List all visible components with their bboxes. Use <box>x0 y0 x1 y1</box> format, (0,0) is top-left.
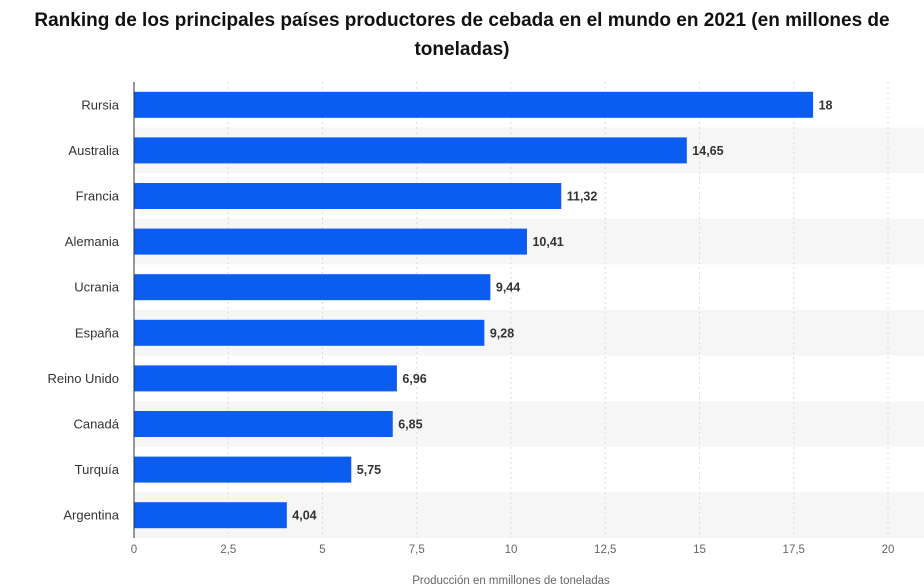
x-tick-label: 10 <box>505 544 518 556</box>
value-label: 5,75 <box>357 463 381 477</box>
bar <box>134 502 287 529</box>
category-label: Reino Unido <box>47 371 119 386</box>
chart-title: Ranking de los principales países produc… <box>34 10 890 60</box>
bar <box>134 411 393 437</box>
category-label: Australia <box>68 143 119 158</box>
category-label: Francia <box>76 189 120 204</box>
value-label: 14,65 <box>692 144 723 158</box>
category-label: Argentina <box>63 508 119 523</box>
x-tick-label: 7,5 <box>409 544 425 556</box>
x-tick-label: 12,5 <box>594 544 616 556</box>
category-label: Alemania <box>65 234 120 249</box>
bar <box>134 319 485 346</box>
value-label: 6,96 <box>402 372 426 386</box>
x-tick-label: 17,5 <box>783 544 805 556</box>
x-tick-label: 5 <box>319 544 325 556</box>
value-label: 11,32 <box>567 190 598 204</box>
bar <box>134 91 814 118</box>
value-label: 6,85 <box>398 418 422 432</box>
category-labels: Rursia Australia Francia Alemania Ucrania Esp… <box>47 97 119 522</box>
category-label: España <box>75 325 120 340</box>
value-label: 4,04 <box>292 509 316 523</box>
value-label: 10,41 <box>532 235 563 249</box>
category-label: Canadá <box>73 417 119 432</box>
category-label: Ucrania <box>74 280 120 295</box>
bar <box>134 137 687 164</box>
x-tick-labels: 0 2,5 5 7,5 10 12,5 15 17,5 20 <box>131 544 895 556</box>
x-tick-label: 15 <box>693 544 706 556</box>
value-labels: 18 14,65 11,32 10,41 9,44 9,28 6,96 6,85 5,75 4,0… <box>292 98 832 522</box>
bar <box>134 183 562 209</box>
bar <box>134 456 352 483</box>
bars <box>134 91 814 529</box>
category-label: Turquía <box>75 462 120 477</box>
bar <box>134 365 397 392</box>
x-tick-label: 2,5 <box>220 544 236 556</box>
value-label: 9,44 <box>496 281 520 295</box>
x-tick-label: 0 <box>131 544 137 556</box>
bar <box>134 228 527 255</box>
value-label: 9,28 <box>490 326 514 340</box>
category-label: Rursia <box>81 97 119 112</box>
x-axis-title: Producción en mmillones de toneladas <box>412 575 610 584</box>
x-tick-label: 20 <box>882 544 895 556</box>
value-label: 18 <box>819 98 833 112</box>
bar <box>134 274 491 301</box>
